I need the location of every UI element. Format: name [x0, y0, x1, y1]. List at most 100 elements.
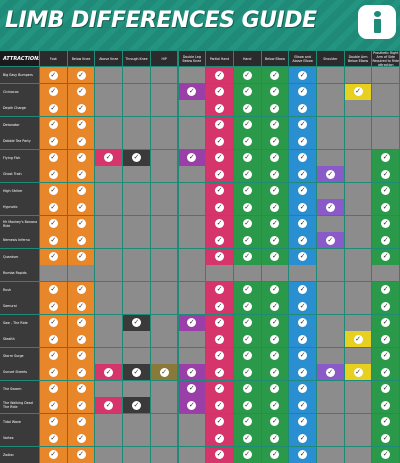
check-icon: ✓ — [242, 334, 252, 344]
not-allowed-cell — [40, 265, 67, 281]
not-allowed-cell — [317, 149, 344, 166]
check-icon: ✓ — [298, 285, 308, 294]
allowed-cell: ✓ — [261, 100, 289, 116]
not-allowed-cell — [317, 446, 344, 463]
allowed-cell: ✓ — [261, 413, 289, 430]
allowed-cell: ✓ — [206, 100, 233, 116]
check-icon: ✓ — [270, 219, 280, 228]
not-allowed-cell — [123, 413, 150, 430]
not-allowed-cell — [123, 248, 150, 265]
not-allowed-cell — [150, 182, 178, 199]
not-allowed-cell — [178, 215, 206, 232]
not-allowed-cell — [317, 133, 344, 149]
check-icon: ✓ — [242, 367, 252, 377]
info-icon[interactable] — [358, 5, 396, 39]
check-icon: ✓ — [215, 450, 225, 459]
not-allowed-cell — [95, 232, 123, 248]
not-allowed-cell — [95, 116, 123, 133]
not-allowed-cell — [317, 67, 344, 83]
not-allowed-cell — [261, 265, 289, 281]
check-icon: ✓ — [215, 367, 225, 377]
attraction-name: High Striker — [0, 182, 39, 199]
check-icon: ✓ — [381, 334, 391, 344]
check-icon: ✓ — [381, 301, 391, 311]
allowed-cell: ✓ — [67, 364, 95, 380]
check-icon: ✓ — [76, 367, 86, 377]
allowed-cell: ✓ — [67, 83, 95, 100]
not-allowed-cell — [123, 67, 150, 83]
check-icon: ✓ — [298, 103, 308, 113]
allowed-cell: ✓ — [261, 248, 289, 265]
not-allowed-cell — [206, 265, 233, 281]
check-icon: ✓ — [242, 384, 252, 393]
check-icon: ✓ — [76, 252, 86, 261]
allowed-cell: ✓ — [67, 314, 95, 331]
attraction-name: Vortex — [0, 430, 39, 446]
check-icon: ✓ — [76, 334, 86, 344]
check-icon: ✓ — [242, 120, 252, 129]
allowed-cell: ✓ — [40, 364, 67, 380]
allowed-cell: ✓ — [289, 430, 316, 446]
check-icon: ✓ — [242, 202, 252, 212]
check-icon: ✓ — [215, 301, 225, 311]
allowed-cell: ✓ — [289, 314, 316, 331]
not-allowed-cell — [344, 314, 372, 331]
check-icon: ✓ — [215, 285, 225, 294]
check-icon: ✓ — [159, 367, 169, 377]
check-icon: ✓ — [104, 367, 114, 377]
allowed-cell: ✓ — [233, 298, 261, 314]
not-allowed-cell — [150, 430, 178, 446]
allowed-cell: ✓ — [67, 133, 95, 149]
not-allowed-cell — [150, 446, 178, 463]
allowed-cell: ✓ — [40, 149, 67, 166]
check-icon: ✓ — [270, 400, 280, 410]
info-icon-stem — [374, 19, 381, 33]
check-icon: ✓ — [187, 367, 197, 377]
allowed-cell: ✓ — [40, 116, 67, 133]
check-icon: ✓ — [76, 186, 86, 195]
allowed-cell: ✓ — [67, 331, 95, 347]
not-allowed-cell — [150, 314, 178, 331]
allowed-cell: ✓ — [40, 347, 67, 364]
allowed-cell: ✓ — [67, 397, 95, 413]
not-allowed-cell — [123, 133, 150, 149]
not-allowed-cell — [178, 67, 206, 83]
check-icon: ✓ — [270, 70, 280, 80]
check-icon: ✓ — [270, 334, 280, 344]
check-icon: ✓ — [215, 219, 225, 228]
check-icon: ✓ — [298, 202, 308, 212]
check-icon: ✓ — [76, 285, 86, 294]
not-allowed-cell — [95, 430, 123, 446]
allowed-cell: ✓ — [40, 166, 67, 182]
not-allowed-cell — [95, 248, 123, 265]
check-icon: ✓ — [48, 219, 58, 228]
check-icon: ✓ — [48, 120, 58, 129]
check-icon: ✓ — [270, 103, 280, 113]
allowed-cell: ✓ — [233, 446, 261, 463]
attraction-name: Flying Fish — [0, 149, 39, 166]
check-icon: ✓ — [298, 334, 308, 344]
allowed-cell: ✓ — [67, 215, 95, 232]
allowed-cell: ✓ — [344, 331, 372, 347]
allowed-cell: ✓ — [40, 133, 67, 149]
header-row: ATTRACTIONS Foot Below Knee Above Knee Throu… — [0, 51, 400, 66]
allowed-cell: ✓ — [67, 116, 95, 133]
allowed-cell: ✓ — [233, 314, 261, 331]
not-allowed-cell — [317, 397, 344, 413]
allowed-cell: ✓ — [40, 331, 67, 347]
allowed-cell: ✓ — [67, 100, 95, 116]
allowed-cell: ✓ — [344, 83, 372, 100]
allowed-cell: ✓ — [67, 182, 95, 199]
allowed-cell: ✓ — [40, 281, 67, 298]
not-allowed-cell — [123, 347, 150, 364]
not-allowed-cell — [372, 265, 400, 281]
check-icon: ✓ — [381, 367, 391, 377]
not-allowed-cell — [95, 166, 123, 182]
check-icon: ✓ — [298, 235, 308, 245]
allowed-cell: ✓ — [95, 364, 123, 380]
attraction-name: Samurai — [0, 298, 39, 314]
check-icon: ✓ — [270, 153, 280, 162]
check-icon: ✓ — [381, 202, 391, 212]
allowed-cell: ✓ — [289, 413, 316, 430]
check-icon: ✓ — [353, 334, 363, 344]
